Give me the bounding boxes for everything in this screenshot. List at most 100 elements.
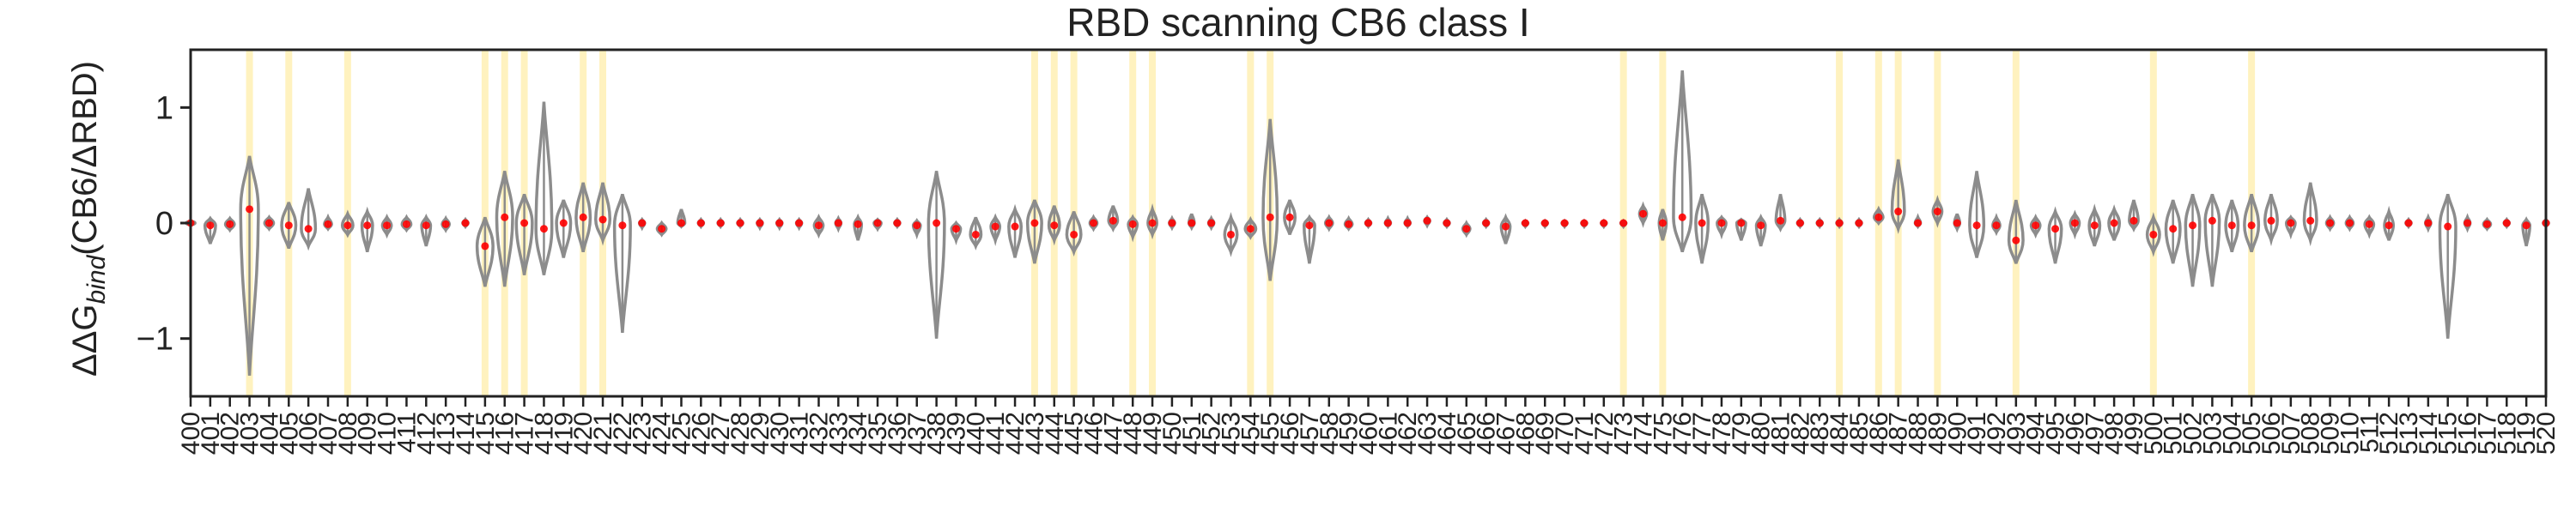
y-tick-label: 1 [155,90,173,126]
median-point-422 [618,221,627,230]
median-point-506 [2267,216,2275,225]
x-tick-label: 494 [2022,412,2050,455]
x-tick-label: 439 [942,412,970,455]
violin-409 [360,206,374,252]
median-point-440 [971,230,980,238]
violin-432 [812,214,825,239]
x-tick-label: 502 [2179,412,2208,455]
x-tick-label: 464 [1433,412,1461,455]
violin-415 [475,216,495,287]
x-tick-label: 505 [2238,412,2266,455]
median-point-430 [775,219,784,227]
y-axis: 1 0 −1 [137,90,191,358]
x-tick-label: 506 [2257,412,2286,455]
x-tick-label: 501 [2160,412,2188,455]
median-point-448 [1128,220,1137,228]
violin-511 [2363,214,2376,239]
violin-449 [1146,203,1158,240]
x-tick-label: 504 [2218,412,2246,455]
x-tick-label: 471 [1571,412,1599,455]
median-point-466 [1482,219,1491,227]
x-tick-label: 415 [471,412,500,455]
median-point-505 [2247,221,2256,230]
x-tick-label: 443 [1021,412,1049,455]
x-tick-label: 483 [1806,412,1834,455]
x-tick-label: 436 [884,412,912,455]
median-point-446 [1089,219,1097,227]
x-tick-label: 427 [707,412,735,455]
x-tick-label: 493 [2002,412,2031,455]
median-point-431 [795,219,804,227]
median-point-447 [1109,216,1117,225]
x-tick-label: 404 [255,412,283,455]
median-point-483 [1815,219,1824,227]
x-tick-label: 486 [1865,412,1893,455]
median-point-437 [913,221,921,230]
x-tick-label: 435 [864,412,892,455]
median-point-428 [736,219,744,227]
median-point-497 [2090,221,2099,230]
median-point-401 [206,221,215,230]
median-point-443 [1030,219,1039,227]
x-tick-label: 472 [1590,412,1619,455]
x-tick-label: 406 [295,412,323,455]
x-tick-label: 420 [569,412,598,455]
median-point-403 [246,205,254,214]
x-tick-label: 499 [2120,412,2148,455]
median-point-486 [1874,213,1883,221]
chart-title: RBD scanning CB6 class I [1066,0,1529,45]
x-tick-label: 515 [2434,412,2463,455]
y-tick-label: 0 [155,206,173,242]
x-tick-label: 440 [962,412,990,455]
x-tick-label: 417 [511,412,539,455]
median-point-456 [1285,213,1294,221]
x-tick-label: 424 [648,412,677,455]
x-tick-label: 403 [236,412,264,455]
x-tick-label: 489 [1923,412,1952,455]
median-point-412 [422,221,430,230]
x-tick-label: 448 [1119,412,1147,455]
median-point-413 [441,220,450,228]
median-point-409 [363,221,372,230]
median-point-481 [1777,216,1785,225]
x-tick-label: 447 [1099,412,1127,455]
median-point-488 [1914,219,1923,227]
svg-text:ΔΔGbind(CB6/ΔRBD): ΔΔGbind(CB6/ΔRBD) [66,61,111,377]
x-tick-label: 466 [1473,412,1501,455]
violin-476 [1672,70,1693,253]
x-tick-label: 422 [609,412,637,455]
median-point-426 [696,219,705,227]
median-point-417 [520,219,529,227]
x-tick-label: 412 [412,412,440,455]
x-tick-label: 512 [2375,412,2403,455]
x-tick-label: 428 [726,412,755,455]
violin-451 [1187,213,1196,232]
x-tick-label: 507 [2277,412,2306,455]
x-tick-label: 405 [275,412,303,455]
x-tick-label: 401 [197,412,225,455]
median-point-513 [2404,219,2413,227]
median-point-468 [1521,219,1529,227]
median-point-414 [461,219,470,227]
median-point-408 [343,221,352,230]
x-tick-label: 497 [2081,412,2109,455]
median-point-444 [1050,221,1059,230]
median-point-471 [1580,219,1589,227]
median-point-510 [2345,219,2354,227]
x-tick-label: 454 [1236,412,1265,455]
x-tick-label: 402 [216,412,245,455]
median-point-514 [2424,219,2433,227]
x-tick-label: 488 [1905,412,1933,455]
median-point-475 [1658,219,1667,227]
x-tick-label: 470 [1551,412,1579,455]
y-axis-label-suffix: (CB6/ΔRBD) [66,61,104,256]
median-point-407 [324,220,332,228]
median-point-452 [1207,219,1216,227]
median-point-415 [481,242,489,250]
median-point-461 [1383,219,1392,227]
median-point-439 [951,225,960,233]
x-tick-label: 495 [2042,412,2070,455]
median-point-477 [1698,219,1706,227]
x-tick-label: 446 [1079,412,1108,455]
